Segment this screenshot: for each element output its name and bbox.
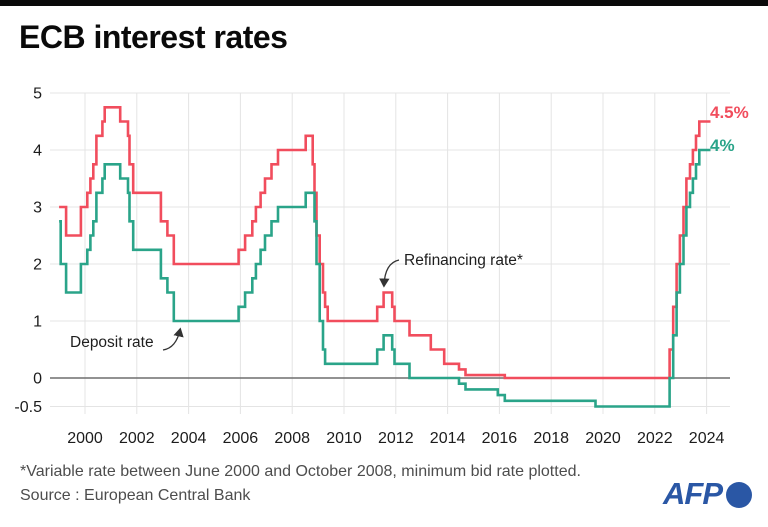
- series-lines: [59, 106, 711, 408]
- y-tick-label: 0: [33, 371, 42, 388]
- x-tick-label: 2024: [689, 430, 725, 447]
- y-tick-label: 4: [33, 143, 42, 160]
- afp-logo-dot-icon: [726, 482, 752, 508]
- y-tick-label: 5: [33, 86, 42, 103]
- x-tick-label: 2010: [326, 430, 362, 447]
- x-tick-label: 2002: [119, 430, 155, 447]
- chart-title: ECB interest rates: [19, 19, 288, 55]
- line-deposit-rate: [59, 148, 711, 408]
- deposit-rate-arrow-icon: [162, 327, 184, 351]
- y-tick-label: 2: [33, 257, 42, 274]
- afp-logo: AFP: [663, 476, 752, 512]
- footnote: *Variable rate between June 2000 and Oct…: [20, 463, 581, 480]
- line-refinancing-rate-: [59, 106, 711, 380]
- x-tick-label: 2012: [378, 430, 414, 447]
- x-tick-label: 2016: [482, 430, 518, 447]
- y-tick-label: 1: [33, 314, 42, 331]
- source-line: Source : European Central Bank: [20, 487, 251, 504]
- deposit-end-value: 4%: [710, 136, 735, 155]
- top-border-bar: [0, 0, 768, 6]
- afp-logo-text: AFP: [663, 476, 723, 511]
- axis-tick-labels: 2000 2002 2004 2006 2008 2010 2012 2014 2016 2018…: [14, 86, 724, 448]
- refinancing-rate-annotation: Refinancing rate*: [404, 252, 523, 269]
- x-tick-label: 2018: [533, 430, 569, 447]
- x-tick-label: 2014: [430, 430, 466, 447]
- refinancing-rate-arrow-icon: [379, 259, 400, 288]
- refinancing-end-value: 4.5%: [710, 103, 749, 122]
- deposit-rate-annotation: Deposit rate: [70, 334, 154, 351]
- x-tick-label: 2000: [67, 430, 103, 447]
- x-tick-label: 2004: [171, 430, 207, 447]
- x-tick-label: 2008: [274, 430, 310, 447]
- y-tick-label: 3: [33, 200, 42, 217]
- y-tick-label: -0.5: [14, 399, 42, 416]
- x-tick-label: 2006: [223, 430, 259, 447]
- gridlines: [50, 92, 730, 414]
- x-tick-label: 2022: [637, 430, 673, 447]
- x-tick-label: 2020: [585, 430, 621, 447]
